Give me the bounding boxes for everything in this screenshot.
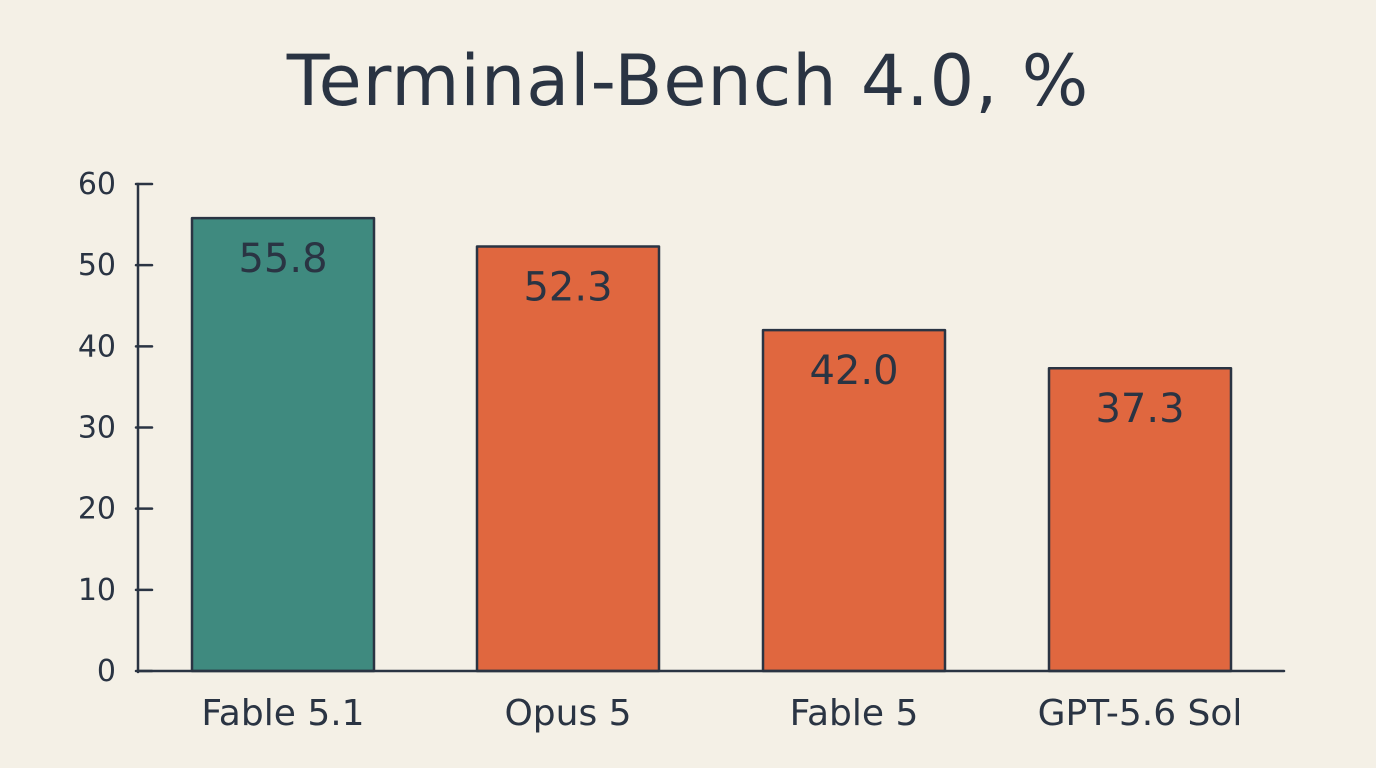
y-tick-label: 10 xyxy=(78,573,116,608)
x-category-label: Opus 5 xyxy=(504,693,631,734)
value-label: 52.3 xyxy=(523,264,612,310)
y-tick-label: 40 xyxy=(78,329,116,364)
bar-fable-5 xyxy=(761,328,947,673)
x-category-label: Fable 5.1 xyxy=(201,693,364,734)
y-tick-label: 50 xyxy=(78,248,116,283)
chart-title: Terminal-Bench 4.0, % xyxy=(286,40,1090,122)
value-label: 37.3 xyxy=(1095,386,1184,432)
x-category-label: GPT-5.6 Sol xyxy=(1038,693,1243,734)
y-tick-label: 0 xyxy=(97,654,116,689)
y-tick-label: 30 xyxy=(78,411,116,446)
bar-fable-5-1 xyxy=(190,216,376,673)
value-label: 42.0 xyxy=(809,348,898,394)
bar-gpt-5-6-sol xyxy=(1047,366,1233,673)
y-tick-label: 20 xyxy=(78,492,116,527)
x-category-label: Fable 5 xyxy=(790,693,919,734)
y-tick-label: 60 xyxy=(78,167,116,202)
value-label: 55.8 xyxy=(238,236,327,282)
bar-opus-5 xyxy=(475,245,661,673)
